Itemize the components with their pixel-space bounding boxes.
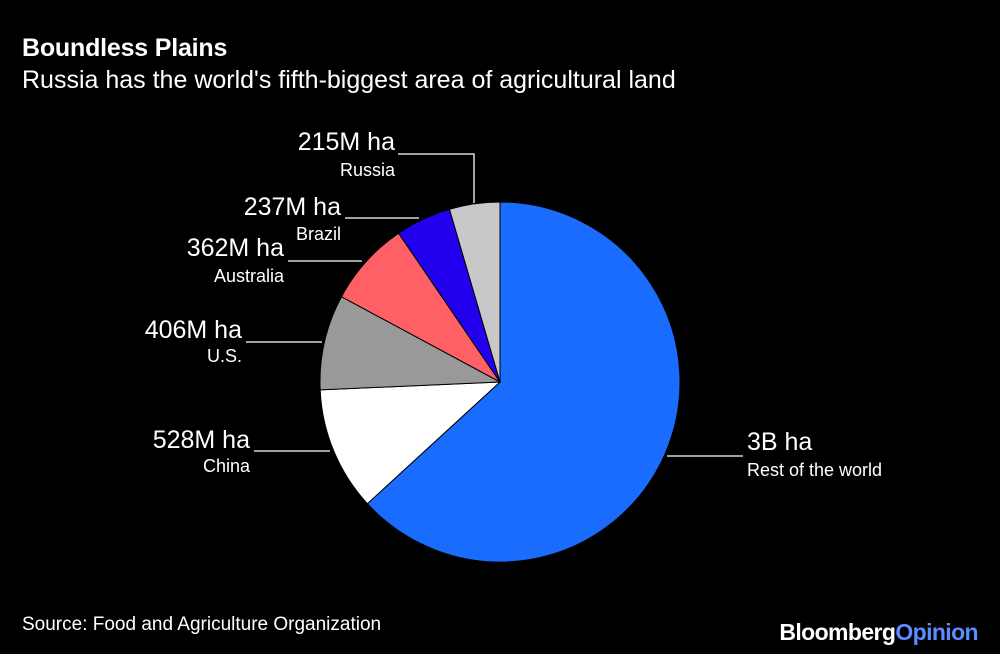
name-label-russia: Russia <box>340 160 396 180</box>
value-label-russia: 215M ha <box>298 128 395 156</box>
source-note: Source: Food and Agriculture Organizatio… <box>22 614 382 635</box>
value-label-u-s: 406M ha <box>145 316 242 344</box>
leader-line-russia <box>398 153 475 203</box>
chart-title: Boundless Plains <box>22 34 228 62</box>
name-label-australia: Australia <box>214 266 285 286</box>
brand-accent: Opinion <box>895 619 978 645</box>
value-label-rest-of-the-world: 3B ha <box>747 428 812 456</box>
name-label-china: China <box>203 456 251 476</box>
brand-main: Bloomberg <box>779 619 896 645</box>
name-label-rest-of-the-world: Rest of the world <box>747 460 882 480</box>
pie-slices <box>319 201 681 563</box>
name-label-u-s: U.S. <box>207 346 242 366</box>
pie-slice-china <box>319 381 502 505</box>
brand-logo: BloombergOpinion <box>779 619 978 646</box>
value-label-china: 528M ha <box>153 426 250 454</box>
chart-subtitle: Russia has the world's fifth-biggest are… <box>22 66 676 94</box>
pie-slice-russia <box>448 201 501 383</box>
value-label-australia: 362M ha <box>187 234 284 262</box>
pie-slice-rest-of-the-world <box>366 201 681 563</box>
value-label-brazil: 237M ha <box>244 193 341 221</box>
pie-slice-u-s <box>319 296 502 391</box>
leader-lines <box>246 153 743 457</box>
name-label-brazil: Brazil <box>296 224 341 244</box>
